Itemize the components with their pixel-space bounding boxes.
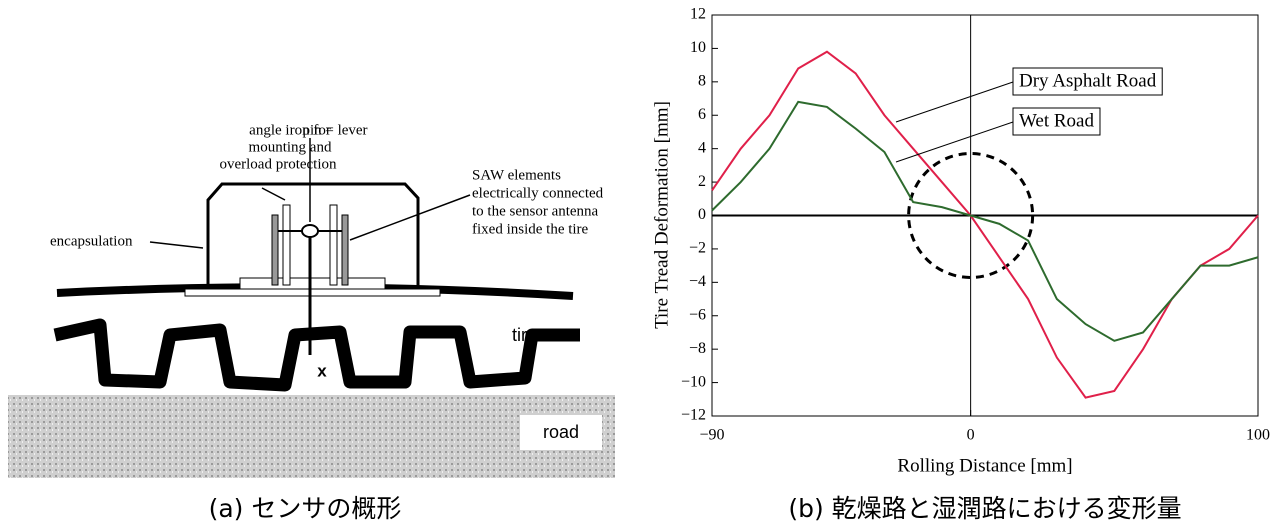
y-tick-label: −6 [689, 306, 706, 323]
y-tick-label: 0 [698, 206, 706, 223]
figure: angle iron for mounting and overload pro… [0, 0, 1284, 532]
label-angle-iron: mounting and [249, 139, 332, 155]
base-plate [185, 289, 440, 296]
y-tick-label: 2 [698, 173, 706, 190]
caption: (a) センサの概形 [209, 494, 402, 523]
caption: (b) 乾燥路と湿潤路における変形量 [788, 494, 1181, 523]
label-pin: pin = lever [302, 122, 367, 138]
callout-label: Wet Road [1019, 110, 1094, 131]
y-tick-label: 8 [698, 73, 706, 90]
callout-leader [896, 122, 1013, 162]
label-encapsulation: encapsulation [50, 233, 133, 249]
y-tick-label: −12 [681, 407, 706, 424]
y-tick-label: 12 [690, 6, 706, 23]
label-angle-iron: overload protection [219, 156, 337, 172]
x-axis-title: Rolling Distance [mm] [897, 455, 1072, 476]
y-tick-label: 4 [698, 139, 706, 156]
chart: Rolling Distance [mm] Tire Tread Deforma… [651, 6, 1270, 523]
x-tick-label: −90 [699, 427, 724, 444]
data-line [712, 52, 1258, 398]
label-saw: SAW elements [472, 167, 561, 183]
y-axis-title: Tire Tread Deformation [mm] [651, 101, 672, 329]
label-tire: tire [512, 325, 537, 345]
label-saw: electrically connected [472, 185, 604, 201]
y-tick-label: −10 [681, 373, 706, 390]
label-x: x [317, 361, 327, 380]
pivot [302, 225, 318, 237]
label-road: road [543, 422, 579, 442]
sensor-diagram: angle iron for mounting and overload pro… [8, 122, 615, 523]
label-saw: fixed inside the tire [472, 221, 589, 237]
callout-label: Dry Asphalt Road [1019, 70, 1157, 91]
y-tick-label: −2 [689, 240, 706, 257]
x-tick-label: 100 [1246, 427, 1270, 444]
y-tick-label: 10 [690, 39, 706, 56]
x-tick-label: 0 [967, 427, 975, 444]
y-tick-label: −8 [689, 340, 706, 357]
y-tick-label: −4 [689, 273, 706, 290]
mount [240, 278, 385, 289]
y-tick-label: 6 [698, 106, 706, 123]
label-saw: to the sensor antenna [472, 203, 599, 219]
callout-leader [896, 82, 1013, 122]
data-line [712, 102, 1258, 341]
